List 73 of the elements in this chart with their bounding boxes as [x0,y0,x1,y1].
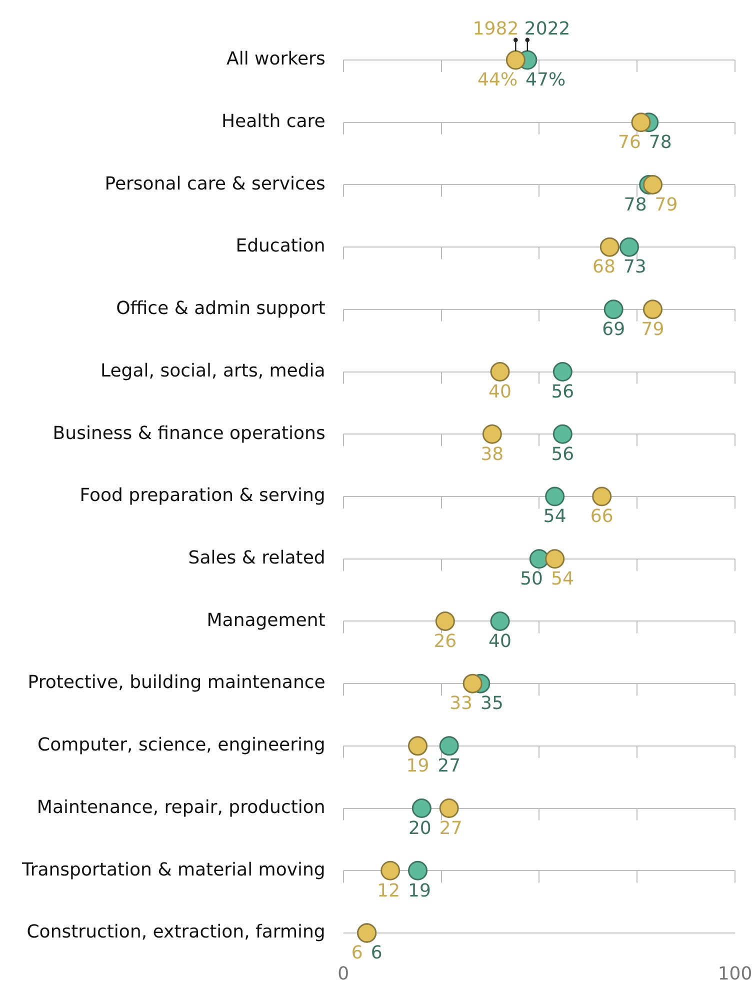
data-label: 56 [551,444,574,465]
series-label: 1982 [472,18,519,40]
data-label: 6 [351,942,363,964]
point [604,300,624,320]
y-tick-label: Sales & related [188,548,326,569]
y-tick-label: Office & admin support [116,298,326,320]
point [643,174,662,194]
data-label: 20 [408,818,432,839]
data-label: 26 [434,630,457,652]
y-tick-label: Food preparation & serving [80,485,326,506]
x-tick-label: 100 [718,964,752,985]
data-label: 19 [408,880,431,902]
y-tick-label: Health care [221,111,326,132]
data-label: 78 [624,194,647,216]
point [600,237,620,257]
data-label: 27 [438,756,461,777]
data-label: 38 [480,444,504,465]
y-tick-label: Maintenance, repair, production [36,796,326,818]
data-label: 78 [648,132,672,154]
data-label: 73 [623,256,646,278]
data-label: 54 [543,506,566,528]
data-label: 66 [590,506,614,528]
data-label: 33 [450,693,473,714]
point [462,674,482,694]
point [643,300,662,320]
point [439,736,459,756]
data-label: 69 [602,319,626,340]
point [545,549,565,569]
point [482,424,502,444]
y-tick-label: Protective, building maintenance [28,672,326,694]
data-label: 79 [654,194,678,216]
point [490,362,510,382]
data-label: 40 [488,630,512,652]
point [490,611,510,631]
data-label: 50 [520,568,544,590]
data-label: 79 [641,319,664,340]
point [506,50,526,70]
y-tick-label: Construction, extraction, farming [26,922,326,943]
data-label: 40 [488,381,512,402]
point [408,860,428,880]
data-label: 47% [526,70,566,91]
point [592,486,612,506]
y-tick-label: Personal care & services [104,173,326,194]
data-label: 44% [478,70,518,91]
point [408,736,428,756]
y-tick-label: Transportation & material moving [20,859,326,880]
data-label: 35 [480,693,504,714]
x-tick-label: 0 [338,964,350,985]
point [529,549,549,569]
point [380,860,400,880]
y-tick-label: Computer, science, engineering [38,734,326,756]
y-tick-label: Education [236,236,326,257]
point [545,486,565,506]
series-label: 2022 [524,18,570,40]
y-tick-label: All workers [226,48,326,70]
point [631,112,651,132]
y-tick-label: Legal, social, arts, media [100,360,326,382]
point [435,611,455,631]
point [439,798,459,818]
y-tick-label: Management [206,610,326,631]
data-label: 19 [406,756,430,777]
y-tick-label: Business & finance operations [52,422,326,444]
data-label: 27 [439,818,462,839]
data-label: 6 [370,942,382,964]
data-label: 56 [551,381,574,402]
point [620,237,639,257]
data-label: 76 [618,132,641,154]
data-label: 54 [551,568,574,590]
point [552,424,572,444]
data-label: 68 [592,256,616,278]
point [412,798,432,818]
point [552,362,572,382]
data-label: 12 [377,880,400,902]
